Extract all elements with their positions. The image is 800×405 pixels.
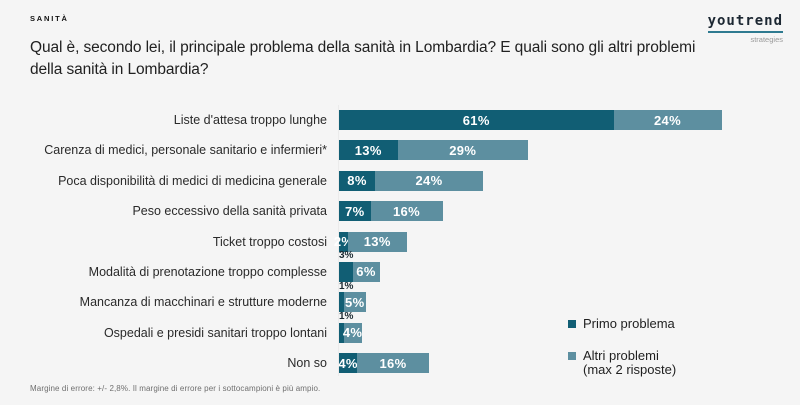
primo-problema-segment: 8%	[339, 170, 375, 191]
chart-row: Carenza di medici, personale sanitario e…	[0, 140, 800, 161]
legend-swatch-primo-icon	[568, 320, 576, 328]
primo-problema-segment: 4%	[338, 353, 358, 373]
chart-row: Peso eccessivo della sanità privata 7% 16%	[0, 201, 800, 222]
category-label: Non so	[287, 356, 327, 370]
legend: Primo problema Altri problemi (max 2 ris…	[568, 316, 677, 395]
legend-item-primo: Primo problema	[568, 316, 676, 332]
legend-label-altri-note: (max 2 risposte)	[583, 362, 677, 377]
altri-value-label: 4%	[342, 325, 363, 341]
primo-value-label-above: 1%	[339, 311, 354, 323]
category-label: Poca disponibilità di medici di medicina…	[58, 173, 327, 188]
brand-wordmark: youtrend	[707, 13, 783, 33]
chart-row: Mancanza di macchinari e strutture moder…	[0, 281, 800, 313]
primo-value-label: 13%	[354, 142, 382, 158]
page-title-line-2: della sanità in Lombardia?	[30, 60, 209, 78]
category-label: Modalità di prenotazione troppo compless…	[88, 264, 327, 279]
category-label: Ticket troppo costosi	[212, 234, 327, 249]
altri-value-label: 16%	[379, 355, 407, 371]
primo-value-label-above: 3%	[339, 250, 354, 262]
margin-of-error-note: Margine di errore: +/- 2,8%. Il margine …	[30, 384, 321, 393]
altri-value-label: 24%	[654, 112, 681, 128]
chart-row: Modalità di prenotazione troppo compless…	[0, 251, 800, 282]
legend-swatch-altri-icon	[568, 351, 576, 360]
altri-problemi-segment: 24%	[375, 170, 483, 191]
page-title: Qual è, secondo lei, il principale probl…	[30, 37, 695, 80]
category-label: Carenza di medici, personale sanitario e…	[44, 143, 327, 158]
primo-problema-segment: 7%	[339, 201, 371, 222]
kicker: SANITÀ	[30, 14, 69, 23]
altri-problemi-segment: 4%	[342, 322, 363, 343]
brand-subtitle: strategies	[750, 35, 783, 44]
altri-value-label: 6%	[356, 264, 376, 280]
category-label: Ospedali e presidi sanitari troppo lonta…	[103, 325, 327, 340]
primo-value-label: 4%	[338, 355, 358, 371]
altri-value-label: 29%	[449, 142, 477, 158]
axis-baseline	[338, 105, 339, 376]
legend-label-altri: Altri problemi	[583, 347, 659, 363]
primo-value-label-above: 1%	[339, 280, 354, 292]
primo-value-label: 8%	[347, 173, 367, 189]
page-title-line-1: Qual è, secondo lei, il principale probl…	[30, 39, 696, 56]
primo-value-label: 61%	[462, 112, 490, 128]
legend-label-primo: Primo problema	[583, 316, 675, 331]
altri-value-label: 5%	[345, 294, 365, 310]
altri-problemi-segment: 6%	[352, 261, 380, 282]
primo-problema-segment: 61%	[339, 110, 614, 130]
chart-row: Poca disponibilità di medici di medicina…	[0, 170, 800, 191]
altri-value-label: 13%	[363, 234, 391, 249]
altri-problemi-segment: 24%	[613, 110, 722, 130]
chart-row: Non so 4% 16%	[0, 353, 800, 373]
primo-value-label: 7%	[345, 203, 365, 219]
chart-row: Liste d'attesa troppo lunghe 61% 24%	[0, 110, 800, 130]
category-label: Liste d'attesa troppo lunghe	[173, 113, 327, 127]
altri-value-label: 16%	[393, 203, 420, 219]
category-label: Mancanza di macchinari e strutture moder…	[79, 295, 327, 310]
primo-problema-segment: 13%	[339, 140, 398, 161]
category-label: Peso eccessivo della sanità privata	[132, 204, 327, 219]
primo-problema-segment: 2%	[334, 231, 353, 252]
legend-item-altri: Altri problemi (max 2 risposte)	[568, 347, 677, 378]
primo-problema-segment	[339, 322, 344, 343]
altri-problemi-segment: 5%	[343, 292, 366, 313]
brand-logo: youtrend strategies	[707, 12, 783, 44]
altri-problemi-segment: 13%	[348, 231, 407, 252]
altri-problemi-segment: 16%	[357, 353, 429, 373]
primo-problema-segment	[339, 292, 344, 313]
chart-row: Ticket troppo costosi 2% 13%	[0, 231, 800, 252]
primo-problema-segment	[339, 261, 353, 282]
altri-problemi-segment: 16%	[370, 201, 443, 222]
altri-problemi-segment: 29%	[397, 140, 528, 161]
altri-value-label: 24%	[415, 173, 443, 189]
chart-row: Ospedali e presidi sanitari troppo lonta…	[0, 312, 800, 343]
